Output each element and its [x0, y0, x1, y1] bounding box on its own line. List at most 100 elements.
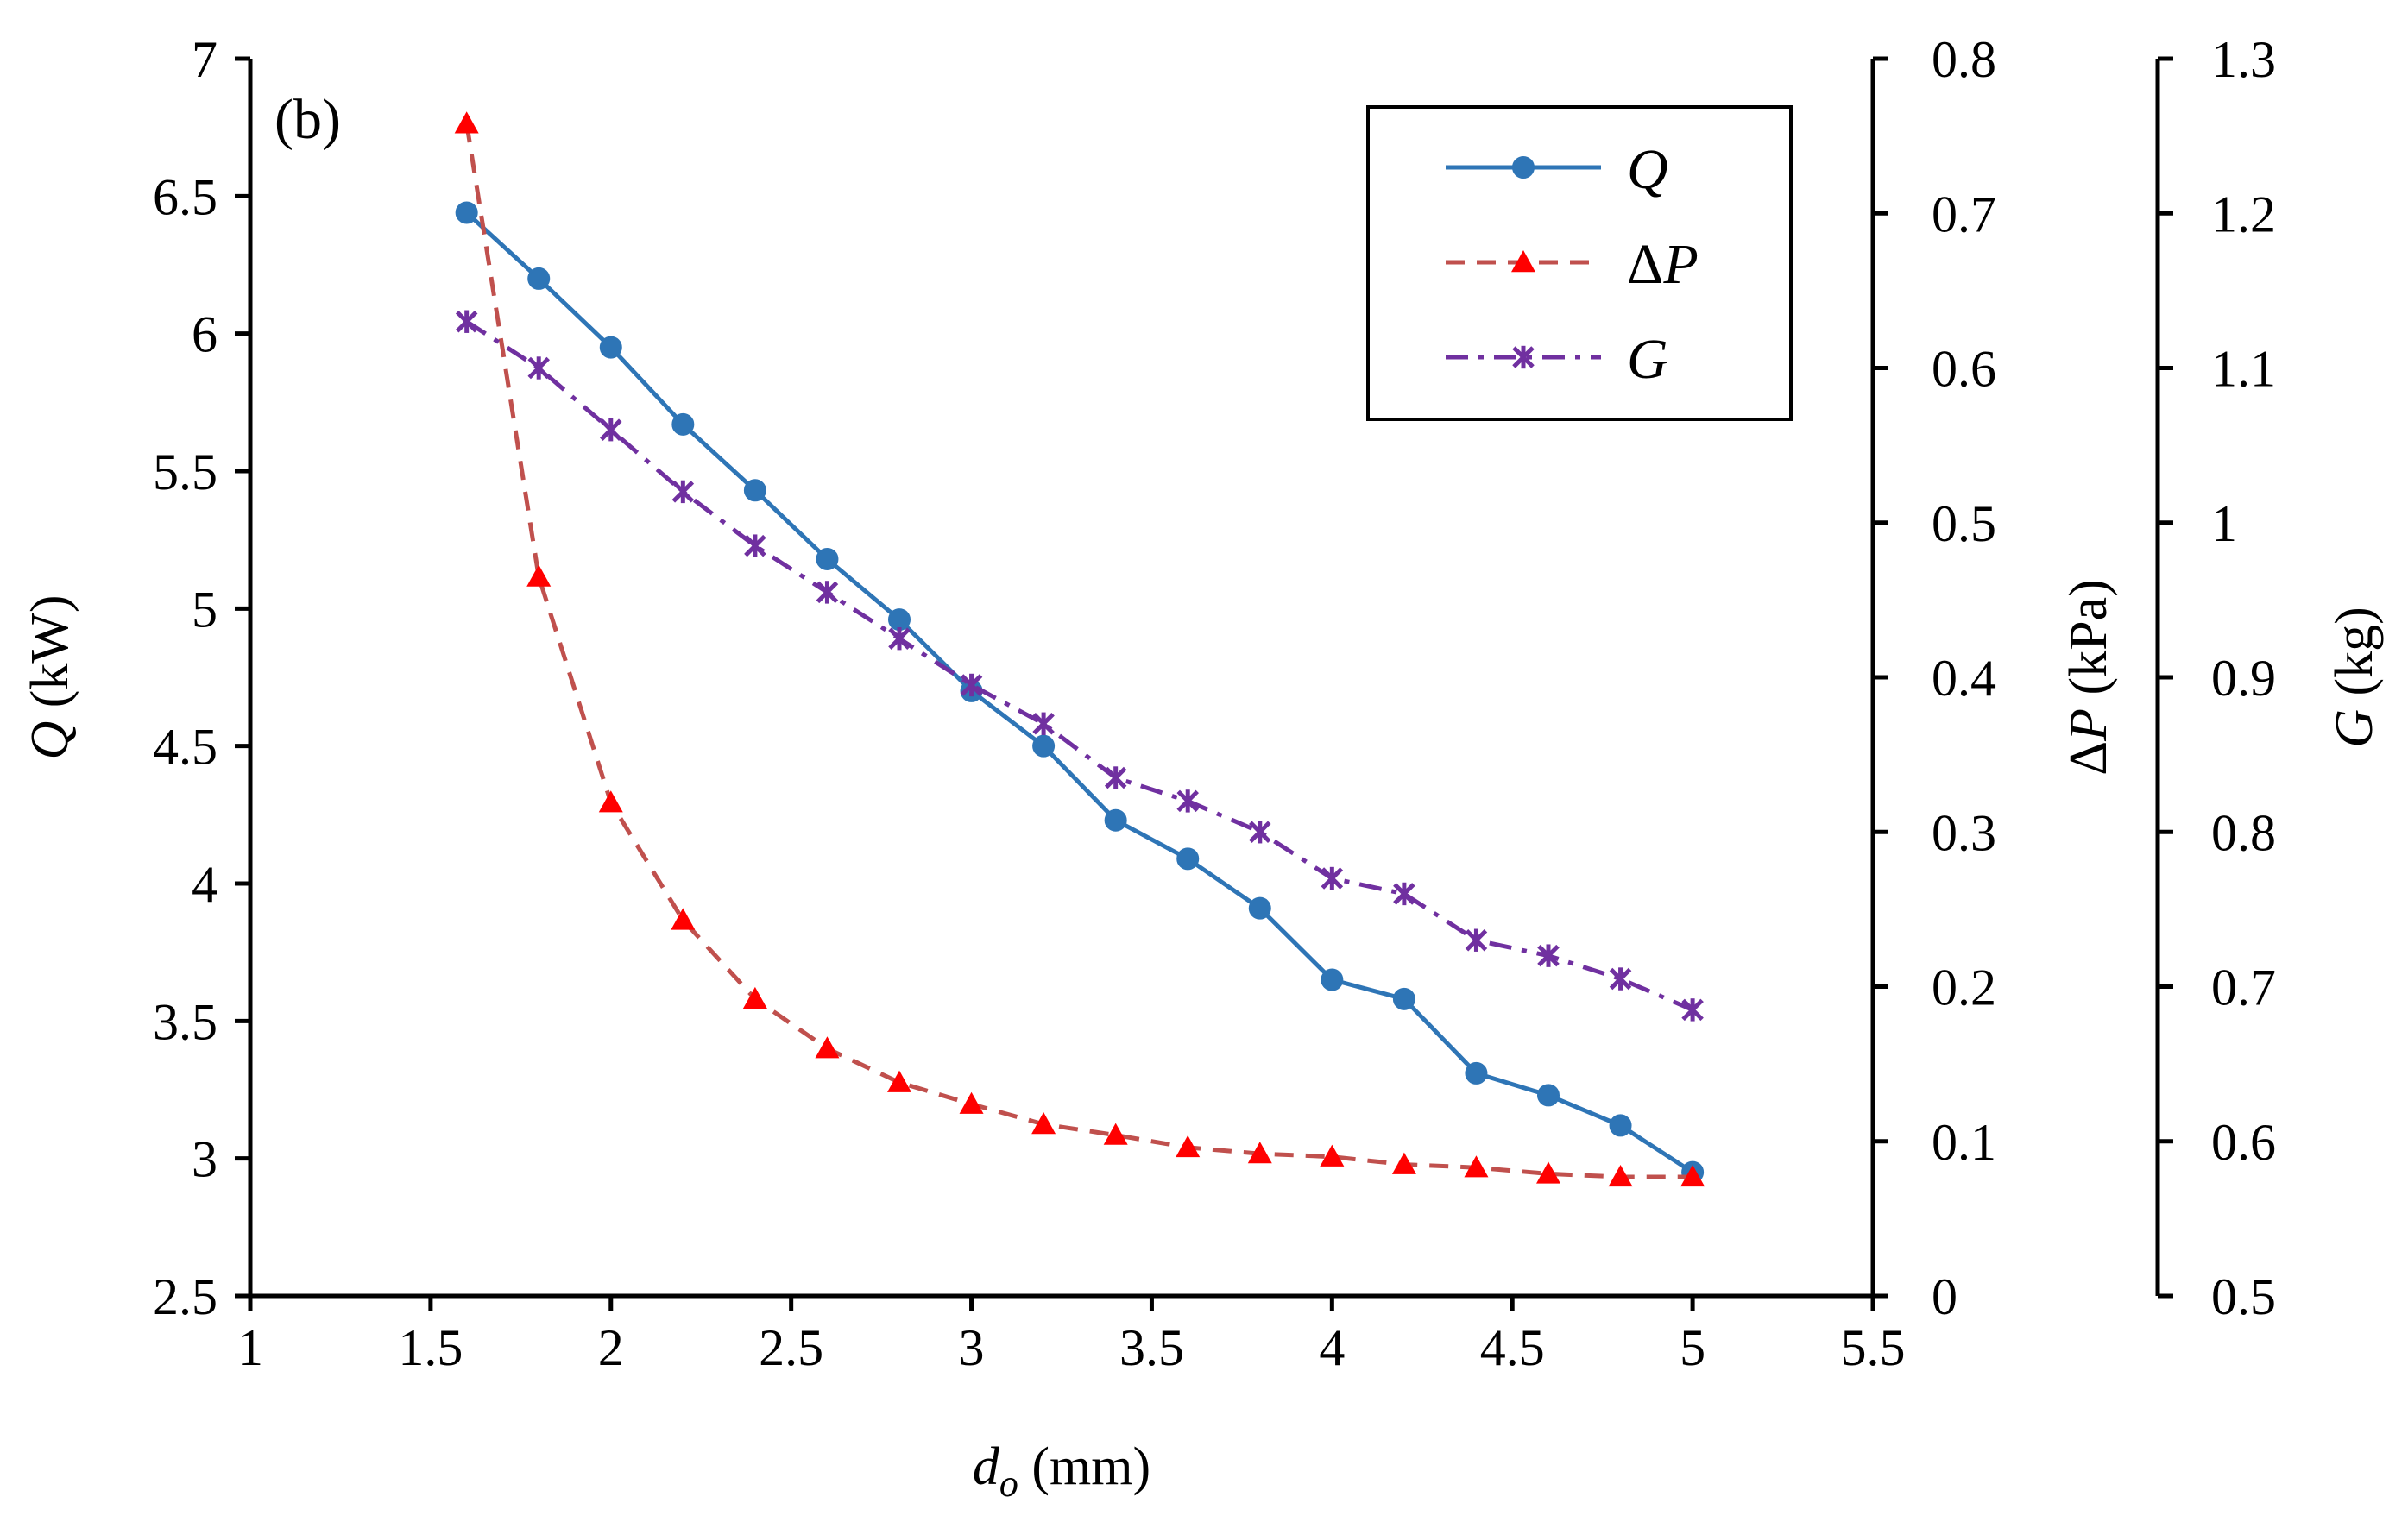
- series-q-point: [816, 547, 839, 570]
- legend-q-marker: [1512, 156, 1535, 179]
- series-g-point: [1393, 882, 1415, 906]
- series-deltap-point: [887, 1070, 911, 1092]
- series-q-point: [671, 412, 695, 436]
- y-right1-tick-label: 0.7: [1932, 186, 1996, 242]
- y-right2-tick-label: 1.3: [2211, 31, 2276, 88]
- y-right1-tick-label: 0.8: [1932, 31, 1996, 88]
- legend-g-marker: [1512, 345, 1535, 369]
- series-g-point: [1537, 944, 1560, 967]
- series-g-point: [888, 626, 911, 651]
- panel-label: (b): [274, 88, 341, 151]
- x-tick-label: 1: [237, 1319, 263, 1376]
- series-g-point: [1104, 766, 1127, 789]
- series-g-point: [671, 480, 695, 504]
- series-deltap-line: [464, 123, 1693, 1179]
- y-left-tick-label: 2.5: [153, 1268, 217, 1325]
- series-deltap-point: [1464, 1155, 1489, 1178]
- series-deltap-point: [1031, 1112, 1056, 1135]
- series-deltap-point: [959, 1091, 984, 1114]
- y-left-tick-label: 7: [192, 31, 217, 88]
- series-deltap-point: [1536, 1161, 1560, 1184]
- y-right2-tick-label: 0.9: [2211, 650, 2276, 707]
- y-right2-tick-label: 1.1: [2211, 341, 2276, 398]
- series-g-point: [1249, 821, 1271, 844]
- x-tick-label: 4.5: [1480, 1319, 1545, 1376]
- y-right2-axis-title: G (kg): [2325, 607, 2384, 748]
- series-g-point: [1681, 998, 1704, 1022]
- y-right1-tick-label: 0: [1932, 1268, 1957, 1325]
- series-q-point: [1465, 1061, 1488, 1085]
- series-q-point: [1609, 1114, 1632, 1137]
- series-g-point: [1176, 789, 1199, 813]
- x-tick-label: 5: [1680, 1319, 1705, 1376]
- series-deltap-point: [742, 986, 767, 1009]
- y-right1-tick-label: 0.2: [1932, 959, 1996, 1016]
- y-right1-tick-label: 0.6: [1932, 341, 1996, 398]
- x-tick-label: 3: [959, 1319, 985, 1376]
- series-g-point: [816, 581, 839, 604]
- x-tick-label: 2: [598, 1319, 624, 1376]
- legend-deltap-label: ΔP: [1627, 233, 1699, 296]
- x-tick-label: 1.5: [398, 1319, 463, 1376]
- y-left-tick-label: 6: [192, 306, 217, 363]
- x-tick-label: 4: [1319, 1319, 1345, 1376]
- series-q-point: [1176, 847, 1200, 871]
- series-deltap-point: [1608, 1164, 1633, 1187]
- series-g-point: [1465, 928, 1488, 952]
- x-axis-title: do (mm): [973, 1437, 1150, 1505]
- series-g-point: [600, 418, 622, 442]
- series-g-point: [455, 310, 478, 333]
- axes: 1 1.5 2 2.5 3 3.5 4 4.5 5 5.5 2.5 3 3.5 4 4.5 5 5.5 6 6.5 7…: [21, 31, 2384, 1505]
- y-left-tick-label: 5: [192, 581, 217, 638]
- y-right1-tick-label: 0.4: [1932, 650, 1996, 707]
- y-left-tick-label: 3: [192, 1131, 217, 1188]
- series-q-point: [599, 336, 622, 359]
- y-left-tick-label: 6.5: [153, 168, 217, 225]
- series-g-point: [744, 534, 766, 557]
- y-right2-tick-label: 1.2: [2211, 186, 2276, 242]
- y-left-axis-title: Q (kW): [21, 594, 79, 759]
- series-g-point: [1609, 967, 1632, 991]
- y-left-tick-label: 5.5: [153, 443, 217, 500]
- series-g-line: [465, 319, 1694, 1012]
- y-left-tick-label: 3.5: [153, 993, 217, 1050]
- series-q-point: [527, 267, 551, 290]
- series-q-line: [465, 211, 1694, 1174]
- series-g-point: [1321, 866, 1344, 890]
- series-g-point: [527, 356, 550, 380]
- series-g-point: [1032, 712, 1055, 735]
- y-right2-tick-label: 0.7: [2211, 959, 2276, 1016]
- legend: Q ΔP G: [1366, 105, 1793, 421]
- y-left-tick-label: 4.5: [153, 719, 217, 776]
- y-right2-tick-label: 0.5: [2211, 1268, 2276, 1325]
- y-right1-tick-label: 0.5: [1932, 495, 1996, 552]
- legend-g-label: G: [1627, 328, 1668, 391]
- y-right1-tick-label: 0.1: [1932, 1114, 1996, 1171]
- series-q-point: [455, 201, 478, 224]
- series-deltap-point: [671, 908, 696, 930]
- series-deltap-point: [1680, 1164, 1705, 1187]
- x-tick-label: 2.5: [759, 1319, 823, 1376]
- series-deltap-point: [1320, 1144, 1345, 1167]
- series-deltap-point: [1247, 1142, 1272, 1164]
- x-tick-label: 5.5: [1841, 1319, 1906, 1376]
- series-g-point: [960, 673, 983, 697]
- y-right2-tick-label: 0.6: [2211, 1114, 2276, 1171]
- series-layer: [454, 111, 1705, 1187]
- series-deltap-point: [815, 1036, 840, 1059]
- y-right1-axis-title: ΔP (kPa): [2059, 579, 2118, 776]
- series-deltap-point: [454, 111, 479, 134]
- series-q-point: [1104, 808, 1127, 832]
- series-q-point: [1248, 896, 1271, 920]
- series-q-point: [743, 479, 766, 502]
- y-right1-tick-label: 0.3: [1932, 804, 1996, 861]
- x-tick-label: 3.5: [1119, 1319, 1184, 1376]
- series-deltap-point: [598, 790, 623, 813]
- legend-q-label: Q: [1627, 138, 1668, 201]
- series-q-point: [888, 608, 911, 632]
- series-deltap-point: [1176, 1135, 1201, 1158]
- series-q-point: [1321, 968, 1344, 991]
- series-q-point: [1537, 1084, 1560, 1107]
- series-deltap-point: [526, 564, 552, 587]
